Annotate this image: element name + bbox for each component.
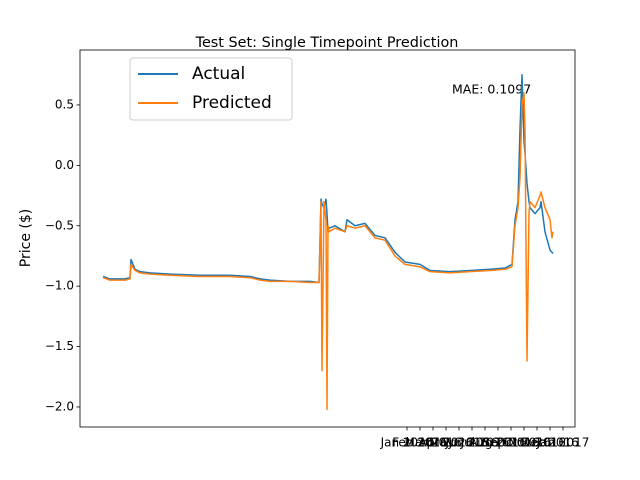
x-tick-label: Jan 2017 (536, 436, 590, 450)
y-tick-label: −1.5 (45, 339, 74, 353)
x-tick-label: Jul 2016 (460, 436, 510, 450)
x-tick-label: Feb 2016 (392, 436, 448, 450)
series-line (102, 92, 554, 411)
x-tick-label: Sep 2016 (483, 436, 540, 450)
x-tick-label: Oct 2016 (496, 436, 551, 450)
y-tick-label: −0.5 (45, 218, 74, 232)
x-tick-label: Aug 2016 (469, 436, 527, 450)
x-tick-label: May 2016 (429, 436, 488, 450)
x-tick-label: Jan 2016 (380, 436, 434, 450)
y-tick-label: 0.0 (55, 158, 74, 172)
y-axis-label: Price ($) (18, 209, 34, 267)
x-tick-label: Nov 2016 (508, 436, 566, 450)
annotation: MAE: 0.1097 (452, 82, 531, 97)
x-tick-label: Jun 2016 (444, 436, 498, 450)
chart-title: Test Set: Single Timepoint Prediction (195, 35, 459, 51)
y-tick-label: −1.0 (45, 279, 74, 293)
x-tick-label: Apr 2016 (418, 436, 473, 450)
y-tick-label: −2.0 (45, 399, 74, 413)
y-tick-label: 0.5 (55, 97, 74, 111)
axes-frame (79, 49, 576, 428)
x-tick-label: Dec 2016 (521, 436, 579, 450)
legend-label: Predicted (192, 93, 272, 113)
series-line (102, 74, 554, 284)
legend-label: Actual (192, 64, 245, 84)
x-tick-label: Mar 2016 (405, 436, 462, 450)
